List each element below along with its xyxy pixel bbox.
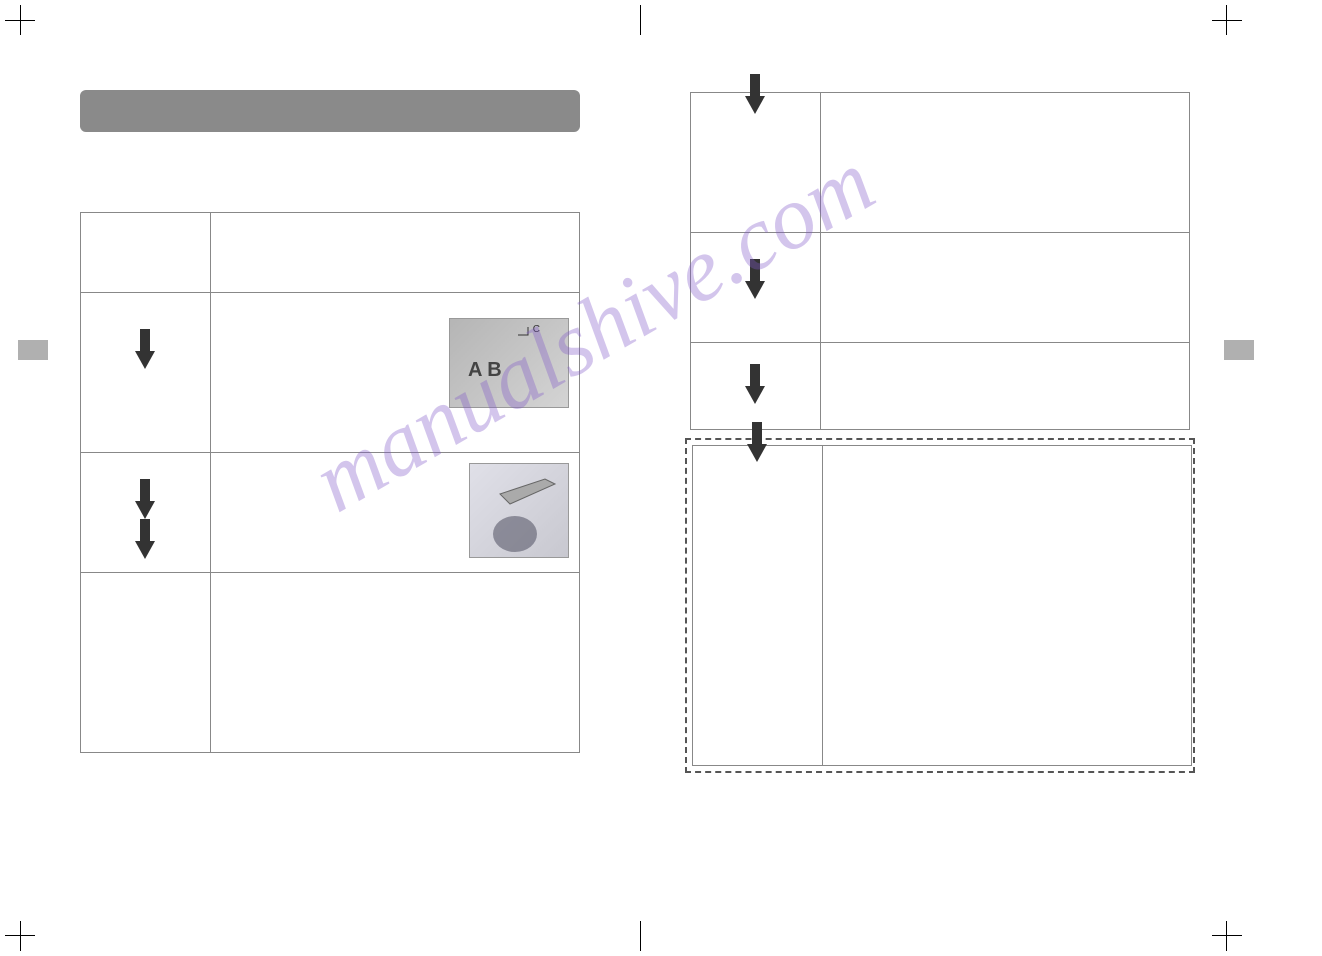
table-row	[81, 573, 580, 753]
rinse-aid-illustration	[470, 464, 570, 559]
desc-cell	[820, 93, 1189, 233]
crop-mark	[1226, 921, 1227, 951]
step-cell	[691, 343, 821, 430]
step-cell	[691, 93, 821, 233]
left-page: C A B	[80, 60, 600, 753]
crop-mark	[640, 5, 641, 35]
desc-cell	[210, 573, 579, 753]
desc-cell	[210, 453, 579, 573]
table-row	[81, 213, 580, 293]
table-row	[691, 343, 1190, 430]
crop-mark	[1212, 935, 1242, 936]
crop-mark	[20, 921, 21, 951]
desc-cell: C A B	[210, 293, 579, 453]
step-cell	[81, 573, 211, 753]
right-page	[690, 60, 1210, 773]
table-row	[691, 233, 1190, 343]
arrow-down-icon	[135, 351, 155, 369]
desc-cell	[820, 233, 1189, 343]
procedure-table-dashed	[692, 445, 1192, 766]
step-cell	[81, 293, 211, 453]
procedure-table-right	[690, 92, 1190, 430]
crop-mark	[1212, 20, 1242, 21]
step-cell	[693, 446, 823, 766]
compartment-c-label: C	[533, 324, 540, 335]
optional-step-box	[685, 438, 1195, 773]
arrow-down-icon	[135, 541, 155, 559]
desc-cell	[820, 343, 1189, 430]
rinse-aid-photo	[469, 463, 569, 558]
arrow-down-icon	[747, 444, 767, 462]
crop-mark	[1226, 5, 1227, 35]
arrow-down-icon	[135, 501, 155, 519]
crop-mark	[640, 921, 641, 951]
desc-cell	[822, 446, 1191, 766]
pointer-line-icon	[518, 327, 533, 342]
procedure-table-left: C A B	[80, 212, 580, 753]
compartment-ab-label: A B	[468, 359, 502, 382]
page-tab-right	[1224, 340, 1254, 360]
arrow-down-icon	[745, 281, 765, 299]
table-row	[693, 446, 1192, 766]
desc-cell	[210, 213, 579, 293]
step-cell	[81, 213, 211, 293]
detergent-compartment-photo: C A B	[449, 318, 569, 408]
crop-mark	[20, 5, 21, 35]
section-header-bar	[80, 90, 580, 132]
table-row	[691, 93, 1190, 233]
arrow-down-icon	[745, 96, 765, 114]
table-row: C A B	[81, 293, 580, 453]
arrow-down-icon	[745, 386, 765, 404]
step-cell	[691, 233, 821, 343]
page-tab-left	[18, 340, 48, 360]
